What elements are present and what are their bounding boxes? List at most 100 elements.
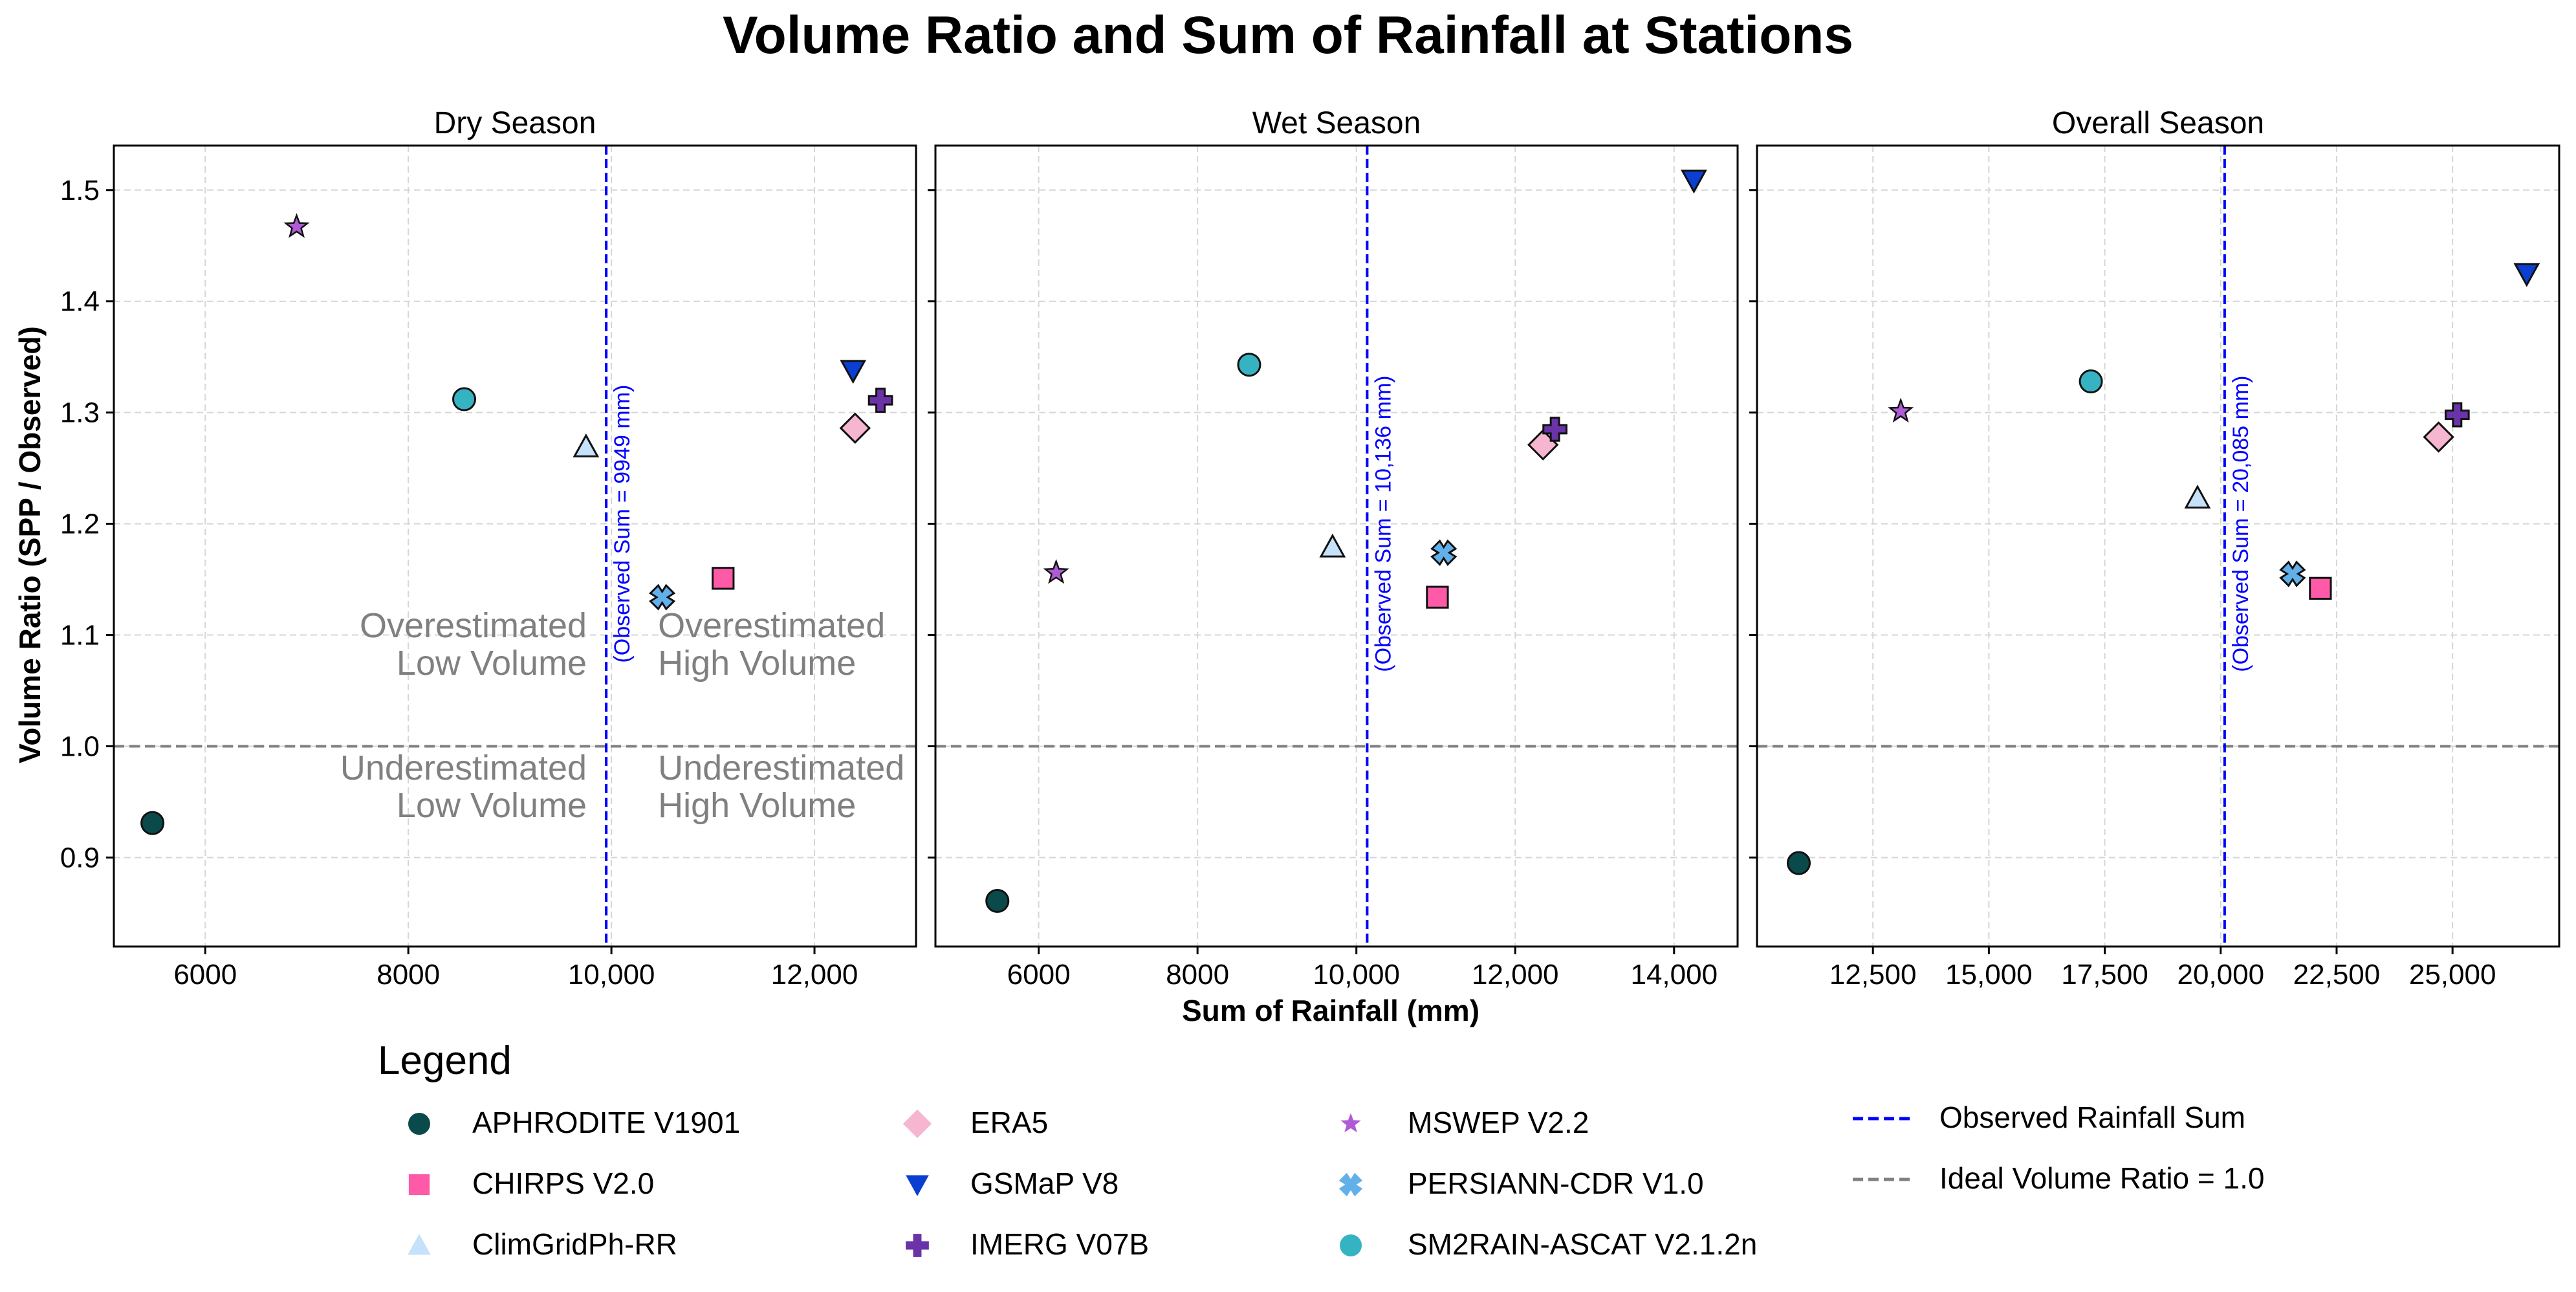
point-climgridph-rr (2184, 485, 2211, 509)
point-mswep-v2-2 (1043, 559, 1069, 584)
legend-label: MSWEP V2.2 (1408, 1106, 1589, 1139)
point-chirps-v2-0 (1426, 586, 1449, 609)
legend-marker (408, 1174, 430, 1196)
quadrant-label: High Volume (658, 786, 856, 825)
observed-sum-label: (Observed Sum = 9949 mm) (610, 385, 635, 663)
y-tick-label: 1.4 (60, 286, 100, 318)
observed-sum-label: (Observed Sum = 10,136 mm) (1371, 375, 1395, 672)
x-tick-label: 17,500 (2061, 959, 2148, 991)
plot-frame (113, 144, 917, 948)
point-climgridph-rr (573, 433, 600, 457)
legend-item-era5: ERA5 (902, 1106, 1048, 1139)
point-sm2rain-ascat-v2-1-2n (2079, 369, 2103, 394)
legend-label: Ideal Volume Ratio = 1.0 (1939, 1161, 2265, 1195)
legend-label: ClimGridPh-RR (472, 1227, 677, 1261)
x-tick-label: 20,000 (2177, 959, 2264, 991)
legend-item-climgridph-rr: ClimGridPh-RR (408, 1227, 677, 1261)
quadrant-label: Overestimated (360, 606, 587, 645)
legend-marker (408, 1113, 430, 1135)
legend-marker (408, 1234, 431, 1255)
x-tick-label: 10,000 (568, 959, 655, 991)
point-aphrodite-v1901 (1787, 851, 1811, 875)
legend-label: CHIRPS V2.0 (472, 1166, 654, 1200)
panel-title: Dry Season (434, 106, 596, 140)
panel-wet-season: Wet Season (Observed Sum = 10,136 mm) 6000… (928, 106, 1739, 991)
legend-item-aphrodite-v1901: APHRODITE V1901 (408, 1106, 740, 1139)
legend-label: GSMaP V8 (970, 1166, 1119, 1200)
grid (114, 146, 916, 947)
legend-marker (902, 1109, 932, 1139)
x-tick-label: 14,000 (1630, 959, 1718, 991)
point-sm2rain-ascat-v2-1-2n (1237, 353, 1261, 377)
panel-dry-season: Dry Season (Observed Sum = 9949 mm) Overes… (60, 106, 917, 991)
quadrant-label: High Volume (658, 644, 856, 683)
point-era5 (839, 412, 871, 444)
panel-overall-season: Overall Season (Observed Sum = 20,085 mm)… (1749, 106, 2560, 991)
panel-title: Wet Season (1252, 106, 1421, 140)
legend-label: APHRODITE V1901 (472, 1106, 740, 1139)
point-imerg-v07b (868, 388, 893, 413)
chart-title: Volume Ratio and Sum of Rainfall at Stat… (723, 6, 1853, 65)
point-aphrodite-v1901 (140, 811, 165, 835)
legend-marker (906, 1175, 929, 1196)
observed-sum-label: (Observed Sum = 20,085 mm) (2229, 375, 2253, 672)
x-tick-label: 15,000 (1945, 959, 2033, 991)
x-tick-label: 25,000 (2409, 959, 2496, 991)
panels: Dry Season (Observed Sum = 9949 mm) Overes… (60, 106, 2560, 991)
x-tick-label: 8000 (1166, 959, 1229, 991)
data-points (1787, 263, 2540, 875)
point-aphrodite-v1901 (985, 889, 1010, 914)
legend-item-persiann-cdr-v1-0: PERSIANN-CDR V1.0 (1338, 1166, 1704, 1200)
legend-label: ERA5 (970, 1106, 1048, 1139)
legend-marker (906, 1234, 929, 1257)
legend-item-gsmap-v8: GSMaP V8 (906, 1166, 1119, 1200)
legend-label: Observed Rainfall Sum (1939, 1100, 2245, 1134)
plot-frame (934, 144, 1739, 948)
point-chirps-v2-0 (712, 567, 735, 590)
point-chirps-v2-0 (2309, 576, 2332, 600)
data-points (985, 170, 1707, 914)
legend-marker (1340, 1113, 1361, 1133)
legend-item-chirps-v2-0: CHIRPS V2.0 (408, 1166, 654, 1200)
legend-item-mswep-v2-2: MSWEP V2.2 (1340, 1106, 1589, 1139)
legend-marker (1338, 1172, 1363, 1197)
point-mswep-v2-2 (1888, 397, 1914, 423)
point-imerg-v07b (1542, 417, 1567, 442)
point-persiann-cdr-v1-0 (2279, 560, 2306, 587)
quadrant-label: Low Volume (397, 786, 587, 825)
data-points (140, 213, 893, 835)
x-axis-label: Sum of Rainfall (mm) (1182, 994, 1479, 1027)
x-tick-label: 12,000 (771, 959, 858, 991)
point-era5 (2423, 421, 2454, 453)
quadrant-label: Low Volume (397, 644, 587, 683)
x-tick-label: 8000 (377, 959, 440, 991)
point-gsmap-v8 (1681, 170, 1707, 194)
y-tick-label: 1.2 (60, 509, 100, 540)
point-persiann-cdr-v1-0 (649, 584, 676, 611)
legend-item-observed-rainfall-sum: Observed Rainfall Sum (1853, 1100, 2245, 1134)
panel-title: Overall Season (2052, 106, 2264, 140)
y-tick-label: 1.1 (60, 620, 100, 651)
x-tick-label: 10,000 (1313, 959, 1400, 991)
point-mswep-v2-2 (283, 213, 310, 238)
x-tick-label: 22,500 (2293, 959, 2381, 991)
quadrant-label: Underestimated (340, 749, 587, 787)
x-tick-label: 6000 (1007, 959, 1071, 991)
point-gsmap-v8 (2513, 263, 2540, 287)
point-sm2rain-ascat-v2-1-2n (452, 387, 477, 411)
plot-frame (1756, 144, 2560, 948)
y-tick-label: 1.0 (60, 731, 100, 763)
x-tick-label: 12,000 (1472, 959, 1559, 991)
x-tick-label: 6000 (173, 959, 237, 991)
legend-marker (1340, 1234, 1362, 1256)
point-imerg-v07b (2444, 402, 2470, 428)
x-tick-label: 12,500 (1829, 959, 1917, 991)
legend: Legend APHRODITE V1901 CHIRPS V2.0 ClimGrid… (378, 1038, 2265, 1261)
point-gsmap-v8 (840, 360, 867, 384)
legend-label: SM2RAIN-ASCAT V2.1.2n (1408, 1227, 1757, 1261)
y-tick-label: 0.9 (60, 842, 100, 873)
y-tick-label: 1.3 (60, 397, 100, 429)
quadrant-label: Underestimated (658, 749, 904, 787)
legend-title: Legend (378, 1038, 512, 1083)
